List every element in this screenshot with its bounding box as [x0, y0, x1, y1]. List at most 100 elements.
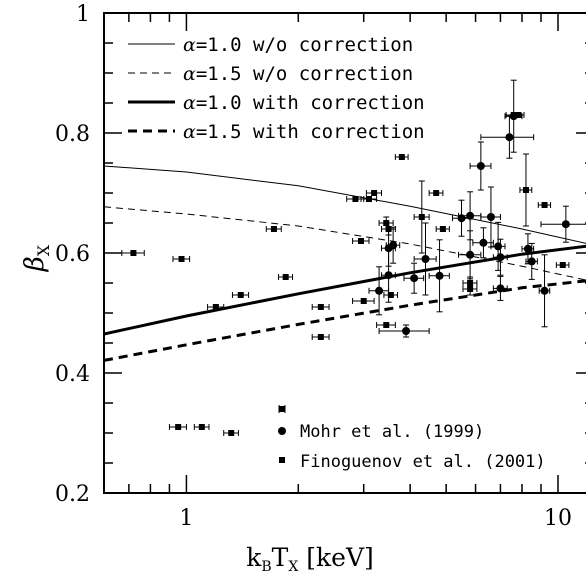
data-point-mohr	[368, 266, 390, 316]
square-marker	[357, 238, 364, 244]
data-point-mohr	[490, 221, 506, 271]
plot-frame	[103, 12, 586, 494]
tick-labels: 0.2 0.4 0.6 0.8 1 1 10	[55, 2, 572, 531]
square-marker	[212, 304, 219, 310]
data-point-mohr	[492, 238, 508, 276]
data-point-finoguenov	[121, 250, 145, 256]
square-marker	[175, 424, 182, 430]
circle-marker	[523, 244, 532, 253]
legend-alpha-2: α	[183, 63, 196, 85]
x-axis-label-k: k	[246, 543, 262, 572]
square-marker	[383, 322, 390, 328]
data-point-mohr	[469, 141, 492, 191]
square-marker	[130, 250, 137, 256]
data-point-finoguenov	[352, 298, 375, 304]
data-point-finoguenov	[168, 424, 187, 430]
curve-thin-dashed	[104, 206, 586, 281]
square-marker	[352, 196, 359, 202]
circle-marker	[496, 284, 505, 293]
data-point-finoguenov	[172, 256, 191, 262]
square-marker	[360, 298, 367, 304]
x-tick-label: 1	[179, 506, 193, 531]
y-tick-label: 0.6	[55, 242, 90, 267]
legend-text-3: =1.0 with correction	[196, 92, 425, 114]
data-point-mohr	[540, 205, 586, 243]
legend-alpha-1: α	[183, 34, 196, 56]
square-marker	[198, 424, 205, 430]
square-marker	[282, 274, 289, 280]
data-point-finoguenov	[381, 222, 396, 236]
marker-key-circle-icon	[278, 427, 286, 435]
marker-key-errorbar-sample	[278, 405, 286, 413]
legend-entry-1: α=1.0 w/o correction	[183, 34, 413, 56]
legend-alpha-3: α	[183, 92, 196, 114]
data-point-finoguenov	[223, 430, 239, 436]
circle-marker	[496, 253, 505, 262]
square-marker	[237, 292, 244, 298]
square-marker	[541, 202, 548, 208]
data-point-finoguenov	[428, 190, 444, 196]
data-point-finoguenov	[555, 262, 570, 268]
y-tick-label: 0.2	[55, 482, 90, 507]
y-axis-label-x-sub: X	[34, 244, 53, 256]
circle-marker	[479, 238, 488, 247]
legend-alpha-4: α	[183, 121, 196, 143]
circle-marker	[435, 271, 444, 280]
data-point-mohr	[403, 262, 425, 294]
data-point-mohr	[525, 242, 538, 280]
data-point-finoguenov	[265, 226, 282, 232]
data-point-finoguenov	[278, 274, 294, 280]
data-points	[121, 79, 586, 436]
circle-marker	[421, 255, 430, 263]
y-tick-label: 1	[76, 2, 90, 27]
square-marker	[366, 196, 373, 202]
x-axis-label-t: T	[272, 543, 289, 572]
axis-ticks	[103, 12, 586, 494]
legend-entry-2: α=1.5 w/o correction	[183, 63, 413, 85]
curve-legend: α=1.0 w/o correction α=1.5 w/o correctio…	[128, 34, 425, 143]
square-marker	[514, 112, 521, 118]
square-marker	[371, 190, 378, 196]
square-marker	[270, 226, 277, 232]
circle-marker	[410, 274, 419, 283]
data-point-mohr	[428, 239, 450, 313]
legend-text-2: =1.5 w/o correction	[196, 63, 413, 85]
square-marker	[387, 292, 394, 298]
data-point-finoguenov	[511, 112, 525, 118]
circle-marker	[389, 241, 398, 250]
curve-thick-dashed	[104, 279, 586, 362]
circle-marker	[561, 220, 570, 229]
circle-marker	[466, 211, 475, 220]
circle-marker	[527, 257, 536, 266]
model-curves	[104, 165, 586, 362]
data-point-mohr	[538, 254, 551, 328]
y-axis-label-beta: β	[20, 256, 50, 272]
x-axis-label: kBTX [keV]	[246, 543, 374, 575]
data-point-finoguenov	[383, 292, 399, 298]
x-tick-label: 10	[544, 506, 572, 531]
circle-marker	[402, 327, 411, 335]
legend-entry-3: α=1.0 with correction	[183, 92, 425, 114]
circle-marker	[540, 286, 549, 295]
data-point-mohr	[472, 227, 494, 259]
marker-key-mohr: Mohr et al. (1999)	[300, 422, 484, 442]
square-marker	[228, 430, 235, 436]
data-point-finoguenov	[207, 304, 225, 310]
marker-key-finoguenov: Finoguenov et al. (2001)	[300, 452, 546, 472]
legend-text-1: =1.0 w/o correction	[196, 34, 413, 56]
circle-marker	[505, 133, 514, 142]
square-marker	[439, 226, 446, 232]
circle-marker	[476, 162, 485, 170]
data-point-mohr	[413, 222, 437, 296]
x-axis-label-x-sub: X	[288, 559, 298, 575]
data-point-finoguenov	[519, 153, 533, 227]
data-point-finoguenov	[352, 238, 370, 244]
data-point-finoguenov	[311, 304, 330, 310]
circle-marker	[466, 250, 475, 259]
data-point-finoguenov	[311, 334, 330, 340]
data-point-finoguenov	[365, 190, 383, 196]
data-point-finoguenov	[462, 282, 478, 296]
x-axis-label-b-sub: B	[261, 559, 271, 575]
circle-marker	[384, 271, 393, 280]
